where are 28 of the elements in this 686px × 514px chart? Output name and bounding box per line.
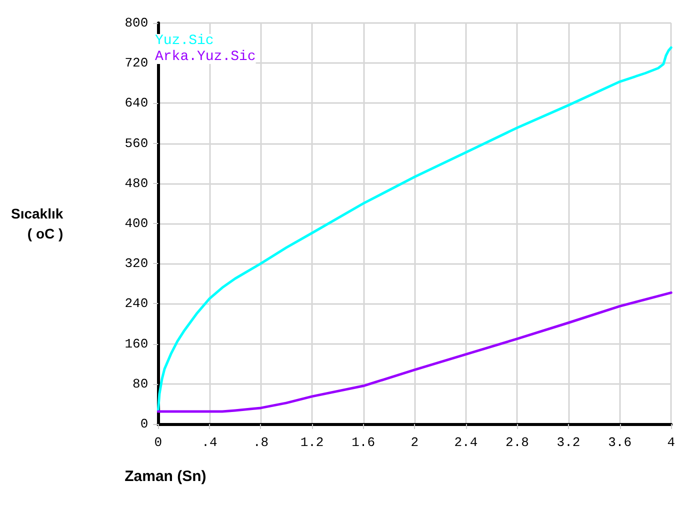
y-tick-label: 800 [124,16,148,30]
x-tick-label: 2 [410,435,419,450]
text: Arka.Yuz.Sic [155,49,256,65]
y-tick-label: 480 [124,176,148,191]
text: Yuz.Sic [155,33,214,49]
y-tick-label: 400 [124,216,148,231]
line-series [156,46,672,412]
x-tick-label: 1.2 [300,435,324,450]
y-tick-label: 240 [124,296,148,312]
y-tick-label: 320 [124,256,148,272]
line-series [156,291,672,413]
x-tick-label: .8 [252,435,269,450]
y-tick-label: 80 [132,376,148,392]
x-tick-label: 2.8 [506,435,529,450]
y-tick-label: 640 [124,96,148,111]
x-tick-label: .4 [202,435,218,450]
x-axis-title: Zaman (Sn) [124,468,206,485]
y-tick-label: 720 [124,56,148,71]
x-tick-label: 1.6 [352,435,376,450]
y-tick-label: 160 [124,336,148,352]
x-tick-label: 3.6 [608,435,632,450]
y-axis-title: Sıcaklık ( oC ) [10,206,64,242]
x-tick-label: 4 [667,435,676,450]
y-tick-label: 0 [140,416,148,432]
x-tick-label: 3.2 [556,435,580,450]
x-tick-label: 2.4 [454,435,478,450]
y-tick-label: 560 [124,136,148,151]
x-tick-label: 0 [154,435,162,450]
